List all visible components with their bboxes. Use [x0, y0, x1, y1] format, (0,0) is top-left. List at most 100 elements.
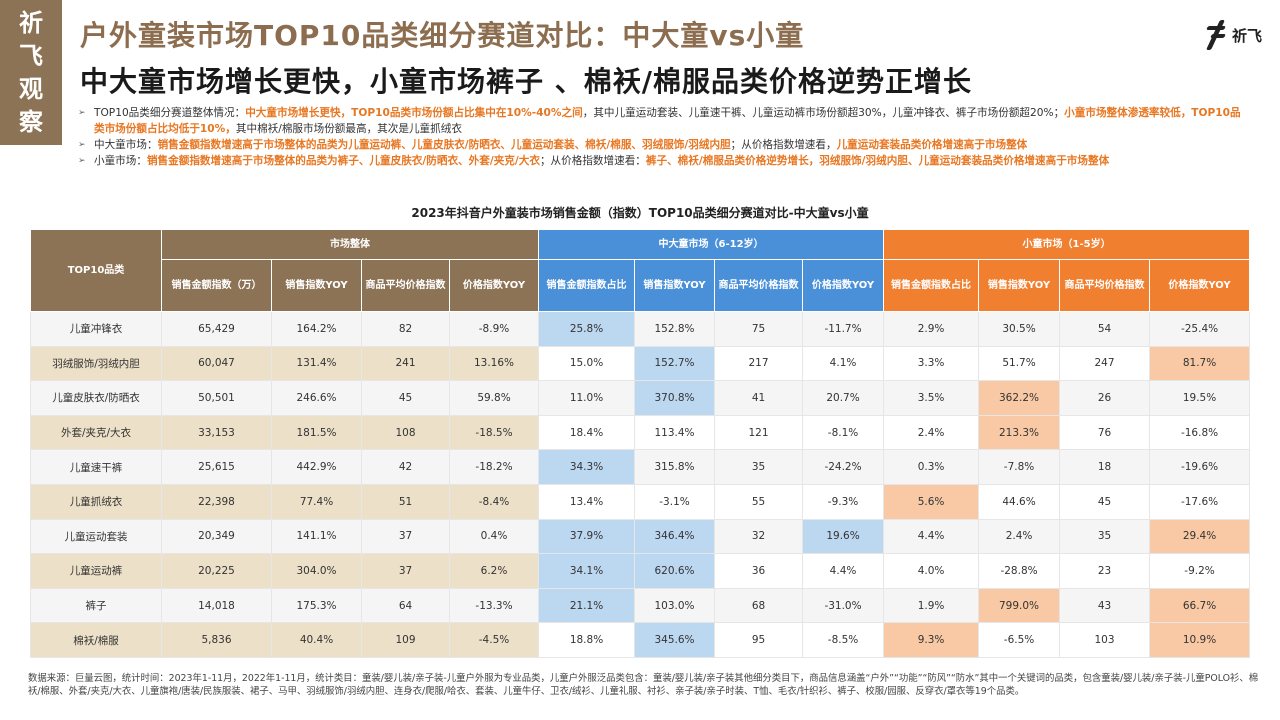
table-cell: 68	[714, 587, 803, 624]
bullet-segment: 其中棉袄/棉服市场份额最高，其次是儿童抓绒衣	[235, 123, 462, 135]
row-category: 儿童皮肤衣/防晒衣	[30, 380, 162, 416]
table-cell: -8.4%	[449, 483, 539, 520]
table-cell: 42	[361, 449, 450, 485]
row-category: 儿童速干裤	[30, 449, 162, 485]
header-group-overall: 市场整体	[161, 229, 539, 260]
table-cell: 36	[714, 553, 803, 589]
bullet-segment: 小童市场：	[94, 155, 147, 167]
table-cell: 20,225	[161, 553, 272, 589]
table-cell: 315.8%	[634, 449, 715, 485]
bullet-arrow-icon: ➢	[78, 140, 86, 150]
brand-logo: 祈飞	[1203, 18, 1262, 52]
table-cell: 50,501	[161, 380, 272, 416]
table-cell: 4.1%	[801, 345, 885, 382]
header-col: 价格指数YOY	[449, 259, 539, 312]
table-row: 棉袄/棉服 5,836 40.4% 109 -4.5% 18.8% 345.6% 95 -8.5…	[30, 622, 1251, 658]
table-cell: 103	[1059, 622, 1151, 658]
table-cell: 81.7%	[1149, 345, 1251, 382]
table-cell: 103.0%	[634, 587, 715, 624]
table-cell: 13.4%	[538, 483, 635, 520]
table-cell: 19.6%	[801, 518, 885, 555]
bullet-arrow-icon: ➢	[78, 108, 86, 118]
table-cell: 442.9%	[271, 449, 362, 485]
bullet-segment: TOP10品类细分赛道整体情况：	[94, 107, 246, 119]
table-cell: 25,615	[161, 449, 272, 485]
table-cell: 1.9%	[883, 587, 980, 624]
table-cell: 370.8%	[634, 380, 715, 416]
header-col: 销售指数YOY	[271, 259, 362, 312]
table-cell: -9.2%	[1149, 553, 1251, 589]
header-group-small: 小童市场（1-5岁）	[883, 229, 1251, 260]
table-cell: 620.6%	[634, 553, 715, 589]
table-cell: 37	[361, 553, 450, 589]
bullet-highlight: 销售金额指数增速高于市场整体的品类为儿童运动裤、儿童皮肤衣/防晒衣、儿童运动套装…	[157, 139, 731, 151]
table-cell: 0.3%	[883, 449, 980, 485]
bullet-text: 小童市场：销售金额指数增速高于市场整体的品类为裤子、儿童皮肤衣/防晒衣、外套/夹…	[94, 153, 1109, 169]
table-cell: 76	[1059, 414, 1151, 451]
table-row: 外套/夹克/大衣 33,153 181.5% 108 -18.5% 18.4% 113.4%…	[30, 414, 1251, 451]
table-cell: 131.4%	[271, 345, 362, 382]
header-group-mid: 中大童市场（6-12岁）	[537, 229, 885, 260]
table-cell: 34.3%	[538, 449, 635, 485]
table-cell: 9.3%	[883, 622, 980, 658]
header-col: 销售金额指数（万）	[161, 259, 272, 312]
table-cell: 23	[1059, 553, 1151, 589]
page-subtitle: 中大童市场增长更快，小童市场裤子 、棉袄/棉服品类价格逆势正增长	[80, 65, 972, 98]
table-cell: 2.4%	[978, 518, 1061, 555]
table-cell: 121	[714, 414, 803, 451]
table-cell: 5.6%	[883, 483, 980, 520]
row-category: 裤子	[30, 587, 162, 624]
table-cell: 5,836	[161, 622, 272, 658]
brand-mark-icon	[1203, 18, 1229, 52]
row-category: 外套/夹克/大衣	[30, 414, 162, 451]
table-cell: 141.1%	[271, 518, 362, 555]
table-cell: 2.4%	[883, 414, 980, 451]
table-cell: 304.0%	[271, 553, 362, 589]
table-cell: 40.4%	[271, 622, 362, 658]
table-cell: 41	[714, 380, 803, 416]
table-row: 羽绒服饰/羽绒内胆 60,047 131.4% 241 13.16% 15.0% 152.7…	[30, 345, 1251, 382]
table-row: 儿童冲锋衣 65,429 164.2% 82 -8.9% 25.8% 152.8% 75 -11…	[30, 311, 1251, 347]
brand-logo-vertical: 祈 飞 观 察	[0, 0, 62, 145]
table-cell: -19.6%	[1149, 449, 1251, 485]
header-col: 商品平均价格指数	[714, 259, 803, 312]
table-cell: 4.4%	[883, 518, 980, 555]
table-cell: 164.2%	[271, 311, 362, 347]
table-cell: 246.6%	[271, 380, 362, 416]
bullet-segment: 中大童市场：	[94, 139, 158, 151]
table-cell: 4.0%	[883, 553, 980, 589]
bullet-highlight: 中大童市场增长更快，TOP10品类市场份额占比集中在10%-40%之间	[245, 107, 583, 119]
bullet-segment: ；从价格指数增速看，	[730, 139, 837, 151]
table-cell: 66.7%	[1149, 587, 1251, 624]
table-cell: 34.1%	[538, 553, 635, 589]
table-cell: -25.4%	[1149, 311, 1251, 347]
bullet-segment: ；从价格指数增速看：	[539, 155, 646, 167]
table-cell: -16.8%	[1149, 414, 1251, 451]
table-cell: 3.3%	[883, 345, 980, 382]
table-title: 2023年抖音户外童装市场销售金额（指数）TOP10品类细分赛道对比-中大童vs…	[411, 206, 869, 220]
table-cell: 799.0%	[978, 587, 1061, 624]
table-cell: -17.6%	[1149, 483, 1251, 520]
logo-char: 祈	[19, 7, 43, 37]
table-row: 儿童速干裤 25,615 442.9% 42 -18.2% 34.3% 315.8% 35 -2…	[30, 449, 1251, 485]
table-cell: 109	[361, 622, 450, 658]
table-cell: 11.0%	[538, 380, 635, 416]
header-col: 价格指数YOY	[1149, 259, 1251, 312]
table-cell: -6.5%	[978, 622, 1061, 658]
table-cell: 51.7%	[978, 345, 1061, 382]
summary-bullet: ➢ TOP10品类细分赛道整体情况：中大童市场增长更快，TOP10品类市场份额占比…	[78, 105, 1248, 137]
table-cell: 4.4%	[801, 553, 885, 589]
table-cell: 25.8%	[538, 311, 635, 347]
table-cell: 33,153	[161, 414, 272, 451]
summary-bullets: ➢ TOP10品类细分赛道整体情况：中大童市场增长更快，TOP10品类市场份额占比…	[78, 105, 1248, 169]
bullet-text: TOP10品类细分赛道整体情况：中大童市场增长更快，TOP10品类市场份额占比集…	[94, 105, 1248, 137]
table-cell: -9.3%	[801, 483, 885, 520]
row-category: 儿童抓绒衣	[30, 483, 162, 520]
table-cell: 20,349	[161, 518, 272, 555]
header-col: 商品平均价格指数	[1059, 259, 1151, 312]
table-cell: 2.9%	[883, 311, 980, 347]
table-cell: -24.2%	[801, 449, 885, 485]
table-cell: 6.2%	[449, 553, 539, 589]
table-cell: 362.2%	[978, 380, 1061, 416]
table-cell: 247	[1059, 345, 1151, 382]
